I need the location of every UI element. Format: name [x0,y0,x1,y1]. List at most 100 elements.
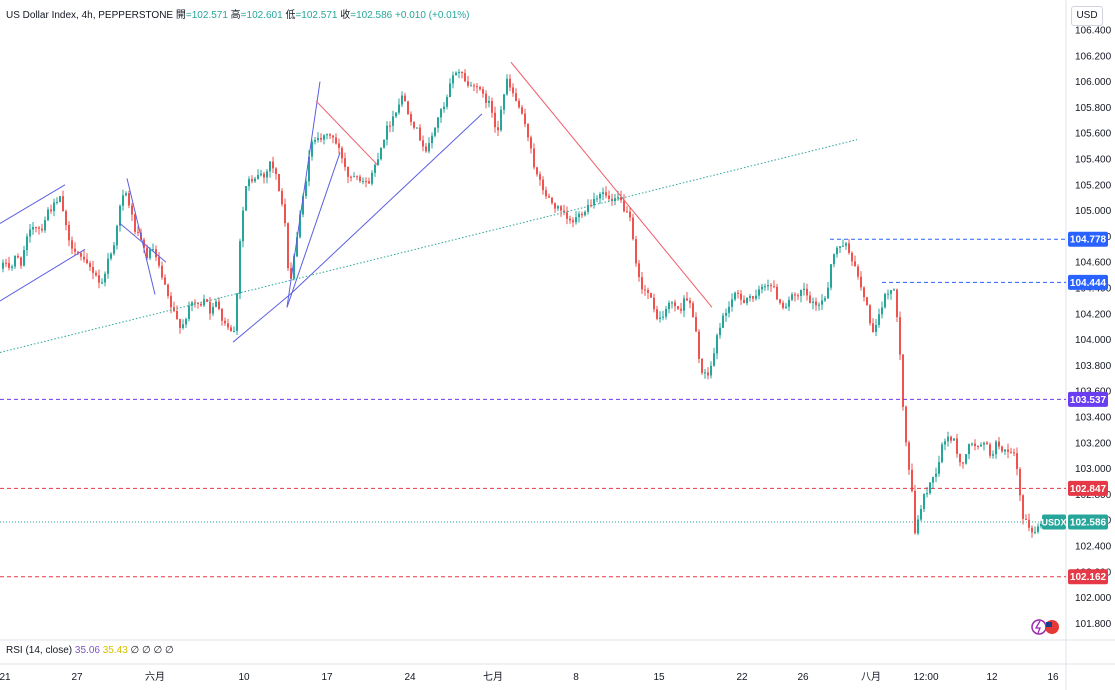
candle-body [536,167,538,175]
candle-body [308,156,310,182]
candle-body [98,275,100,283]
candle-body [950,436,952,441]
candle-body [692,303,694,317]
candle-body [1007,449,1009,452]
candle-body [461,71,463,73]
candle-body [239,241,241,294]
candle-body [218,301,220,310]
candle-body [884,293,886,308]
candle-body [983,442,985,445]
candle-body [413,121,415,128]
candle-body [227,323,229,328]
candle-body [1031,527,1033,533]
price-label-text: 102.586 [1070,518,1107,529]
candle-body [323,135,325,140]
candle-body [116,225,118,246]
candle-body [311,141,313,157]
candle-body [497,127,499,131]
candle-body [224,320,226,324]
candle-body [725,312,727,316]
candle-body [455,72,457,76]
us-flag-canton-icon [1046,622,1052,627]
candle-body [476,86,478,88]
candle-body [587,204,589,212]
candle-body [818,304,820,306]
price-label-box [1068,391,1108,407]
candle-body [827,287,829,299]
candle-body [212,306,214,314]
y-tick-label: 102.400 [1075,542,1112,553]
y-tick-label: 105.400 [1075,155,1112,166]
candle-body [821,300,823,305]
open-value: =102.571 [185,10,228,21]
candle-body [926,493,928,495]
currency-button[interactable]: USD [1071,6,1103,26]
candle-body [446,97,448,107]
candle-body [521,107,523,114]
candle-body [602,192,604,194]
candle-body [206,299,208,302]
candle-body [527,123,529,138]
candle-body [467,81,469,86]
candle-body [929,482,931,494]
candle-body [731,299,733,307]
candle-body [851,252,853,262]
candle-body [671,302,673,304]
low-value: =102.571 [295,10,338,21]
candle-body [458,71,460,73]
candle-body [176,310,178,320]
rsi-value-1: 35.06 [74,645,100,656]
candle-body [293,256,295,279]
candle-body [266,171,268,178]
candle-body [152,249,154,251]
candle-body [674,302,676,307]
candle-body [1016,453,1018,470]
candle-body [221,309,223,321]
symbol-tag-box [1042,514,1066,530]
candle-body [899,317,901,355]
candle-body [329,134,331,136]
candle-body [623,200,625,212]
candle-body [302,196,304,215]
candle-body [653,297,655,310]
price-label-box [1068,274,1108,290]
y-tick-label: 105.200 [1075,180,1112,191]
y-tick-label: 106.000 [1075,77,1112,88]
price-label-text: 103.537 [1070,395,1107,406]
candle-body [611,198,613,202]
candle-body [80,253,82,257]
candle-body [125,193,127,196]
candle-body [428,143,430,152]
candle-body [188,305,190,320]
candle-body [137,231,139,233]
candle-body [44,220,46,231]
candle-body [635,239,637,264]
candle-body [539,174,541,180]
candle-body [893,289,895,291]
candle-body [530,137,532,149]
candle-body [890,290,892,294]
x-tick-label: 八月 [861,671,881,683]
candle-body [368,181,370,184]
candle-body [986,442,988,445]
candle-body [860,276,862,288]
candle-body [683,298,685,311]
candle-body [179,319,181,328]
candle-body [962,462,964,464]
candle-body [128,193,130,206]
rsi-legend: RSI (14, close) 35.06 35.43 ∅ ∅ ∅ ∅ [6,645,174,656]
candle-body [398,104,400,113]
candle-body [182,324,184,328]
candle-body [881,307,883,315]
candle-body [362,181,364,183]
candle-body [878,314,880,325]
candle-body [320,137,322,140]
candle-body [572,220,574,223]
candle-body [434,127,436,136]
symbol-tag-text: USDX [1041,518,1066,528]
candle-body [980,444,982,447]
price-label-box [1068,514,1108,530]
candle-body [326,134,328,136]
candle-body [14,256,16,267]
